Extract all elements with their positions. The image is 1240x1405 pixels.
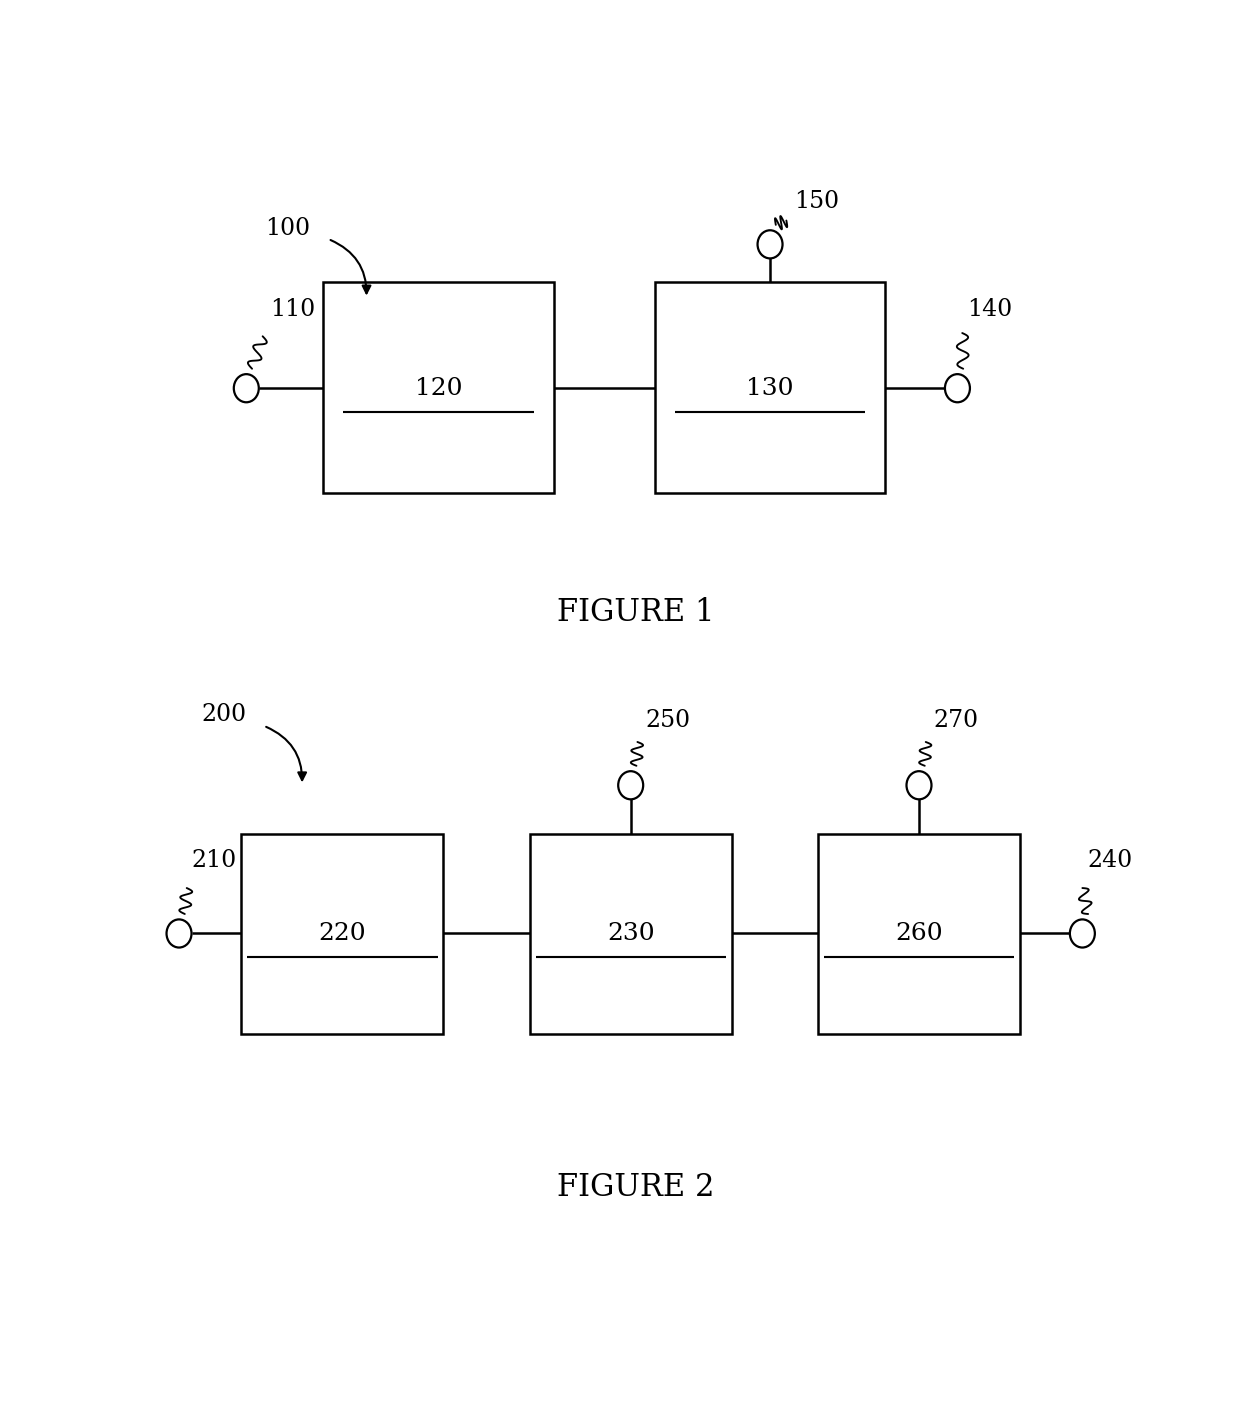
Text: 260: 260 xyxy=(895,922,942,946)
Text: 110: 110 xyxy=(270,298,315,320)
Bar xyxy=(242,835,444,1034)
Bar xyxy=(655,282,885,493)
Text: 150: 150 xyxy=(794,190,839,212)
Text: FIGURE 1: FIGURE 1 xyxy=(557,597,714,628)
Text: 130: 130 xyxy=(746,377,794,399)
Bar xyxy=(324,282,554,493)
Bar xyxy=(529,835,732,1034)
Text: 230: 230 xyxy=(606,922,655,946)
Text: 120: 120 xyxy=(414,377,463,399)
Text: 100: 100 xyxy=(265,216,311,240)
Text: 210: 210 xyxy=(191,850,237,873)
Text: 270: 270 xyxy=(934,710,978,732)
Text: 200: 200 xyxy=(201,704,247,726)
Text: 220: 220 xyxy=(319,922,366,946)
Text: 140: 140 xyxy=(967,298,1012,320)
Text: 250: 250 xyxy=(645,710,691,732)
Text: 240: 240 xyxy=(1087,850,1132,873)
Bar xyxy=(818,835,1019,1034)
Text: FIGURE 2: FIGURE 2 xyxy=(557,1172,714,1203)
